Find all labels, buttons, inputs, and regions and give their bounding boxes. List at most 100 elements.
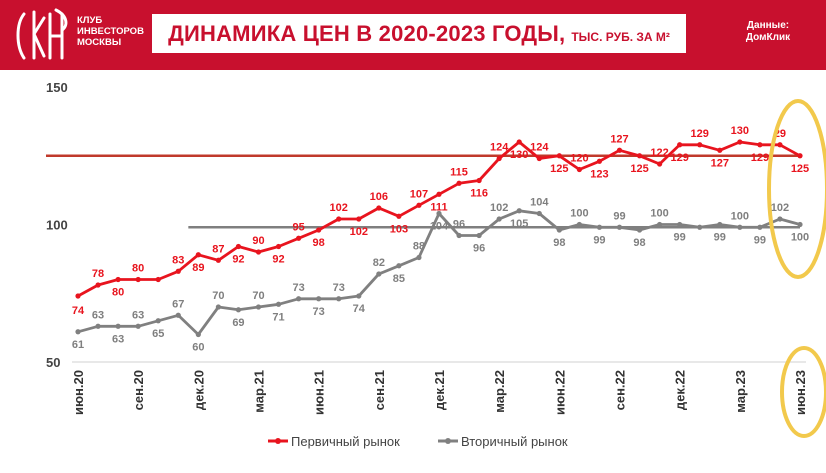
data-label: 90	[252, 235, 264, 247]
legend: Первичный рынок Вторичный рынок	[268, 434, 568, 449]
data-label: 124	[530, 142, 549, 154]
club-name: КЛУБ ИНВЕСТОРОВ МОСКВЫ	[77, 15, 144, 48]
x-tick-label: дек.22	[673, 370, 688, 410]
data-point	[536, 210, 542, 217]
series-lines	[75, 139, 803, 338]
data-label: 129	[670, 152, 688, 164]
data-point	[296, 235, 302, 241]
data-point	[195, 331, 201, 338]
data-point	[115, 323, 121, 329]
data-point	[777, 142, 783, 148]
data-point	[636, 227, 643, 233]
x-tick-label: дек.21	[432, 370, 447, 410]
data-point	[255, 304, 262, 310]
data-label: 104	[430, 221, 449, 233]
data-label: 70	[252, 290, 264, 302]
data-label: 92	[272, 254, 284, 266]
data-point	[456, 180, 462, 186]
data-point	[596, 224, 603, 230]
data-source: Данные: ДомКлик	[718, 20, 818, 44]
data-label: 99	[613, 210, 625, 222]
data-label: 127	[711, 157, 729, 169]
data-label: 102	[330, 202, 348, 214]
source-label: Данные:	[746, 20, 790, 31]
data-point	[175, 312, 181, 318]
x-tick-label: мар.22	[492, 370, 507, 413]
data-point	[396, 263, 402, 269]
data-point	[215, 257, 221, 263]
legend-marker	[275, 438, 281, 444]
club-logo-icon	[16, 8, 68, 60]
data-label: 88	[413, 241, 425, 253]
data-point	[95, 282, 101, 288]
data-point	[737, 224, 743, 230]
x-tick-label: дек.20	[191, 370, 206, 410]
x-tick-label: июн.23	[793, 370, 808, 415]
data-label: 71	[272, 311, 284, 323]
data-point	[576, 166, 582, 173]
data-point	[75, 329, 81, 335]
data-point	[195, 252, 201, 258]
data-point	[95, 323, 101, 329]
data-point	[175, 268, 181, 274]
data-point	[115, 276, 121, 283]
data-point	[336, 216, 342, 222]
legend-label: Вторичный рынок	[461, 434, 568, 449]
data-label: 63	[92, 309, 104, 321]
y-tick-label: 100	[46, 218, 68, 233]
chart-title: ДИНАМИКА ЦЕН В 2020-2023 ГОДЫ,	[168, 20, 566, 46]
data-point	[616, 147, 623, 153]
data-point	[356, 216, 362, 222]
data-label: 129	[751, 152, 769, 164]
data-point	[316, 227, 322, 233]
data-point	[697, 142, 703, 148]
data-point	[717, 147, 723, 153]
data-label: 96	[473, 243, 485, 255]
data-label: 80	[112, 287, 124, 299]
data-label: 102	[350, 226, 368, 238]
data-point	[416, 202, 422, 208]
x-tick-label: сен.21	[372, 370, 387, 410]
data-label: 107	[410, 188, 428, 200]
data-point	[717, 221, 723, 228]
data-point	[416, 254, 422, 261]
data-labels: 7478808083898792909295981021021061031071…	[72, 125, 809, 354]
data-label: 89	[192, 262, 204, 274]
data-label: 74	[353, 303, 366, 315]
data-label: 74	[72, 305, 85, 317]
data-point	[797, 221, 803, 228]
data-point	[697, 224, 703, 230]
data-label: 73	[333, 282, 345, 294]
data-point	[757, 142, 763, 148]
data-label: 125	[791, 163, 809, 175]
data-point	[556, 227, 562, 233]
x-tick-label: мар.21	[252, 370, 267, 413]
data-label: 83	[172, 254, 184, 266]
data-point	[155, 276, 161, 283]
data-label: 99	[714, 232, 726, 244]
data-point	[516, 208, 522, 214]
axes: 50 100 150 июн.20 сен.20 дек.20 мар.21 июн.21 се…	[46, 80, 808, 415]
data-point	[476, 177, 482, 184]
data-point	[757, 224, 763, 230]
data-label: 124	[490, 142, 509, 154]
data-label: 123	[590, 168, 608, 180]
data-label: 63	[112, 333, 124, 345]
data-label: 100	[731, 210, 749, 222]
data-point	[235, 307, 242, 313]
x-tick-label: июн.22	[552, 370, 567, 415]
data-point	[135, 276, 141, 283]
data-point	[677, 142, 683, 148]
data-label: 127	[610, 133, 628, 145]
data-label: 87	[212, 243, 224, 255]
data-label: 67	[172, 298, 184, 310]
chart-unit: ТЫС. РУБ. ЗА М²	[571, 29, 670, 44]
data-point	[235, 243, 242, 250]
data-label: 73	[313, 306, 325, 318]
data-label: 130	[731, 125, 749, 137]
data-label: 61	[72, 339, 84, 351]
data-point	[135, 323, 141, 329]
data-point	[356, 293, 362, 299]
x-tick-label: июн.20	[71, 370, 86, 415]
